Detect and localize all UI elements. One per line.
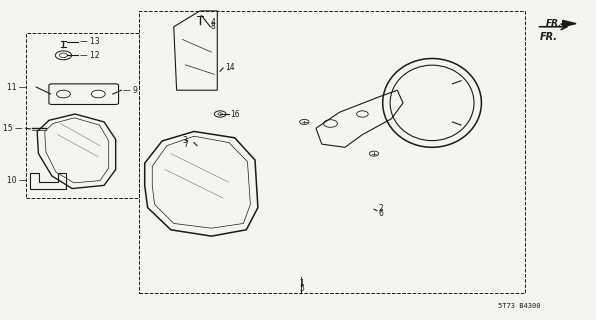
Text: 5T73 B4300: 5T73 B4300 xyxy=(498,303,541,309)
Text: 14: 14 xyxy=(225,63,234,72)
Polygon shape xyxy=(563,20,576,27)
Text: 8: 8 xyxy=(210,22,215,31)
Text: FR.: FR. xyxy=(546,19,563,28)
Text: 16: 16 xyxy=(231,109,240,118)
Text: — 9: — 9 xyxy=(123,86,138,95)
Text: 15 —: 15 — xyxy=(3,124,23,133)
Text: 1: 1 xyxy=(299,279,304,288)
Text: 4: 4 xyxy=(210,18,215,27)
Text: 3: 3 xyxy=(183,136,188,145)
Text: 11 —: 11 — xyxy=(7,83,27,92)
Text: 7: 7 xyxy=(183,140,188,149)
Text: 5: 5 xyxy=(299,284,304,293)
Text: — 12: — 12 xyxy=(80,51,99,60)
Text: 6: 6 xyxy=(378,209,384,218)
Text: — 13: — 13 xyxy=(80,37,100,46)
Text: FR.: FR. xyxy=(539,32,557,42)
Text: 10 —: 10 — xyxy=(7,176,27,185)
Text: 2: 2 xyxy=(378,204,383,213)
